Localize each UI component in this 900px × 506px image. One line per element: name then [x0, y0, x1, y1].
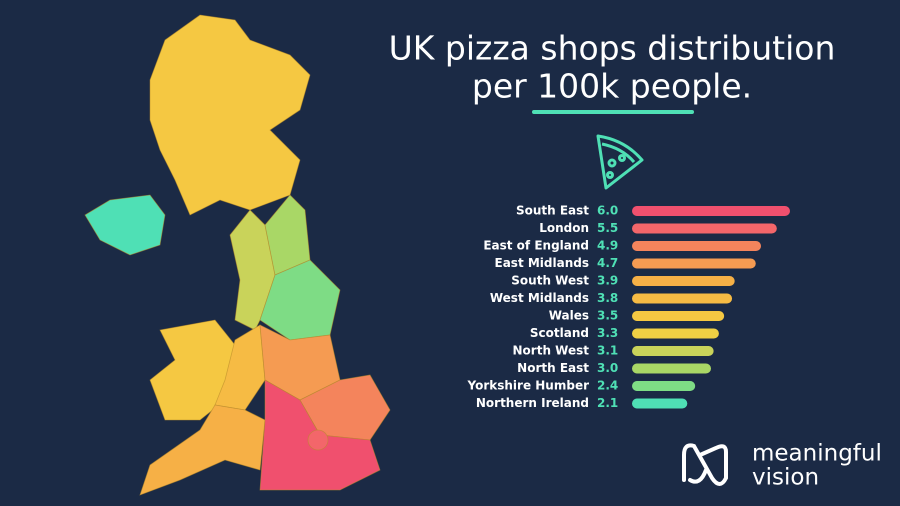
title-line: UK pizza shops distribution	[389, 29, 836, 68]
category-label: London	[539, 221, 589, 235]
bar	[632, 363, 711, 374]
bar	[632, 223, 777, 234]
bar	[632, 346, 714, 356]
value-label: 2.4	[597, 379, 618, 393]
category-label: South East	[516, 204, 589, 218]
bar-chart: South East 6.0 London 5.5 East of England 4.9…	[467, 204, 790, 410]
bar	[632, 276, 735, 286]
category-label: West Midlands	[490, 291, 589, 305]
bar	[632, 398, 688, 409]
value-label: 3.9	[597, 274, 618, 288]
bar	[632, 258, 756, 269]
title-line: per 100k people.	[472, 67, 752, 106]
logo-icon	[682, 443, 728, 486]
uk-map	[84, 14, 391, 496]
value-label: 3.1	[597, 344, 618, 358]
value-label: 3.3	[597, 326, 618, 340]
map-northern-ireland	[84, 194, 166, 256]
value-label: 4.9	[597, 239, 618, 253]
category-label: North East	[517, 361, 589, 375]
bar	[632, 293, 733, 304]
logo: meaningful vision	[682, 441, 882, 491]
value-label: 5.5	[597, 221, 618, 235]
bar	[632, 381, 696, 391]
value-label: 2.1	[597, 396, 618, 410]
category-label: Yorkshire Humber	[467, 379, 590, 393]
bar	[632, 311, 725, 321]
map-south-west	[139, 404, 266, 496]
value-label: 3.0	[597, 361, 618, 375]
category-label: Northern Ireland	[476, 396, 589, 410]
map-wales	[149, 319, 236, 421]
map-north-east	[264, 194, 311, 276]
map-london	[307, 429, 329, 451]
category-label: South West	[511, 274, 589, 288]
category-label: East Midlands	[495, 256, 589, 270]
value-label: 4.7	[597, 256, 618, 270]
value-label: 6.0	[597, 204, 618, 218]
map-scotland	[149, 14, 311, 216]
value-label: 3.8	[597, 291, 618, 305]
pizza-icon	[596, 134, 644, 190]
value-label: 3.5	[597, 309, 618, 323]
bar	[632, 328, 719, 339]
category-label: Wales	[549, 309, 589, 323]
logo-text: meaningful	[752, 441, 882, 467]
logo-text: vision	[752, 465, 819, 491]
bar	[632, 241, 762, 251]
category-label: East of England	[483, 239, 589, 253]
bar	[632, 206, 790, 216]
category-label: North West	[513, 344, 590, 358]
category-label: Scotland	[530, 326, 589, 340]
